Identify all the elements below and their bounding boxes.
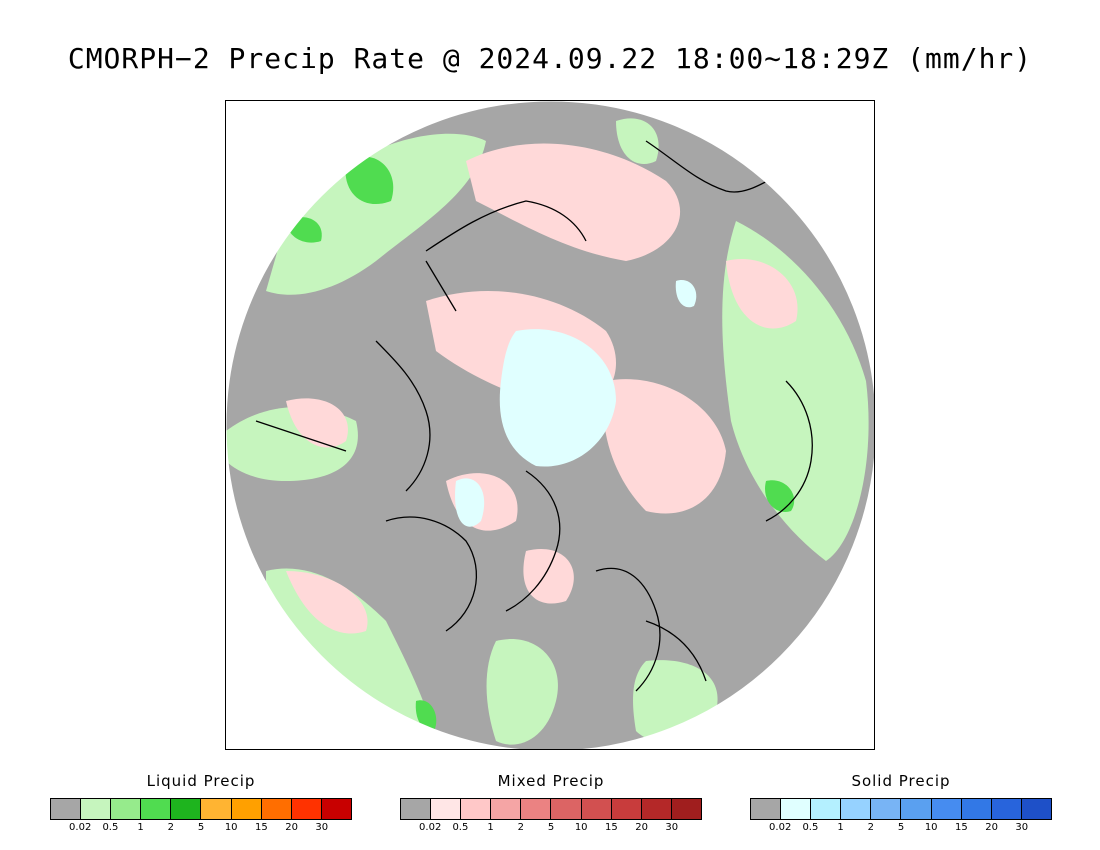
legend-tick-label: 15 <box>255 822 268 833</box>
legend-swatch <box>321 799 351 819</box>
legend-swatch <box>991 799 1022 819</box>
legend-swatch <box>461 799 492 819</box>
polar-precip-map <box>225 100 875 750</box>
legend-liquid: Liquid Precip 0.02 0.5 1 2 5 10 15 20 30 <box>50 772 352 834</box>
legend-tick-label: 20 <box>285 822 298 833</box>
legend-tick-label: 1 <box>837 822 844 833</box>
legend-solid-title: Solid Precip <box>851 772 951 790</box>
legend-mixed-title: Mixed Precip <box>497 772 605 790</box>
legend-swatch <box>491 799 522 819</box>
legend-swatch <box>641 799 672 819</box>
legend-swatch <box>551 799 582 819</box>
legend-swatch <box>841 799 872 819</box>
legend-swatch <box>581 799 612 819</box>
legend-swatch <box>261 799 292 819</box>
legend-tick-label: 0.02 <box>419 822 442 833</box>
legend-tick-label: 2 <box>167 822 174 833</box>
legend-solid: Solid Precip 0.02 0.5 1 2 5 10 15 20 30 <box>750 772 1052 834</box>
legend-swatch <box>781 799 812 819</box>
legend-swatch <box>81 799 112 819</box>
legend-swatch <box>111 799 142 819</box>
legend-swatch <box>871 799 902 819</box>
legend-tick-label: 0.02 <box>769 822 792 833</box>
legend-tick-label: 5 <box>197 822 205 833</box>
legend-tick-label: 30 <box>665 822 679 833</box>
legend-swatch <box>961 799 992 819</box>
legend-tick-label: 2 <box>517 822 524 833</box>
legend-swatch <box>1021 799 1051 819</box>
legend-tick-label: 5 <box>897 822 905 833</box>
legend-swatch <box>401 799 432 819</box>
legend-tick-label: 0.02 <box>69 822 92 833</box>
legend-liquid-title: Liquid Precip <box>146 772 256 790</box>
legend-swatch <box>901 799 932 819</box>
legend-mixed: Mixed Precip 0.02 0.5 1 2 5 10 15 20 30 <box>400 772 702 834</box>
legend-tick-label: 10 <box>924 822 938 833</box>
legend-mixed-ticks: 0.02 0.5 1 2 5 10 15 20 30 <box>400 820 702 834</box>
legend-tick-label: 15 <box>955 822 968 833</box>
legend-tick-label: 30 <box>315 822 329 833</box>
map-title: CMORPH−2 Precip Rate @ 2024.09.22 18:00∼… <box>67 42 1033 75</box>
legend-swatch <box>51 799 82 819</box>
legend-swatch <box>231 799 262 819</box>
legend-tick-label: 10 <box>574 822 588 833</box>
legend-tick-label: 0.5 <box>452 822 469 833</box>
legend-tick-label: 2 <box>867 822 874 833</box>
legend-swatch <box>171 799 202 819</box>
legend-solid-ticks: 0.02 0.5 1 2 5 10 15 20 30 <box>750 820 1052 834</box>
legend-solid-swatches <box>750 798 1052 820</box>
legend-swatch <box>201 799 232 819</box>
legend-swatch <box>931 799 962 819</box>
legend-swatch <box>671 799 701 819</box>
coastlines <box>255 140 813 692</box>
legend-tick-label: 1 <box>487 822 494 833</box>
solid-precip-areas <box>455 280 697 527</box>
legend-mixed-swatches <box>400 798 702 820</box>
legend-swatch <box>611 799 642 819</box>
legend-swatch <box>751 799 782 819</box>
legend-liquid-swatches <box>50 798 352 820</box>
legend-tick-label: 30 <box>1015 822 1029 833</box>
legend-liquid-ticks: 0.02 0.5 1 2 5 10 15 20 30 <box>50 820 352 834</box>
map-canvas <box>226 101 874 749</box>
legend-tick-label: 10 <box>224 822 238 833</box>
legend-swatch <box>521 799 552 819</box>
legend-swatch <box>431 799 462 819</box>
legend-tick-label: 20 <box>635 822 648 833</box>
legend-tick-label: 15 <box>605 822 618 833</box>
legend-swatch <box>141 799 172 819</box>
legend-swatch <box>291 799 322 819</box>
legend-tick-label: 0.5 <box>102 822 119 833</box>
legend-tick-label: 5 <box>547 822 555 833</box>
mixed-precip-areas <box>286 143 798 634</box>
legend-swatch <box>811 799 842 819</box>
legend-tick-label: 0.5 <box>802 822 819 833</box>
legend-tick-label: 20 <box>985 822 998 833</box>
legend-tick-label: 1 <box>137 822 144 833</box>
